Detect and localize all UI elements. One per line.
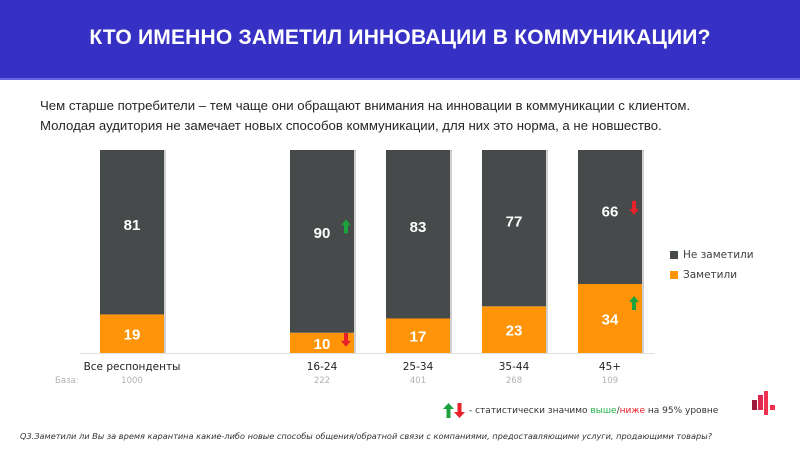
bar-not-noticed (386, 150, 450, 319)
data-label-not-noticed: 77 (506, 213, 523, 230)
bar-noticed (100, 314, 164, 353)
x-tick-label: 35-44 (499, 361, 530, 373)
x-tick-label: Все респонденты (84, 361, 181, 373)
base-label: База: (55, 376, 79, 386)
bar-not-noticed (482, 150, 546, 307)
sig-note-suffix: на 95% уровне (645, 405, 719, 416)
base-count-label: 268 (506, 376, 522, 386)
question-footnote: Q3.Заметили ли Вы за время карантина как… (20, 431, 713, 441)
significance-down-icon (629, 200, 639, 215)
legend-swatch-noticed (670, 271, 678, 279)
sig-note-sep: / (616, 405, 620, 416)
base-count-label: 222 (314, 376, 330, 386)
header-banner: КТО ИМЕННО ЗАМЕТИЛ ИННОВАЦИИ В КОММУНИКА… (0, 0, 800, 80)
arrow-up-icon (443, 403, 454, 418)
significance-up-icon (629, 295, 639, 310)
data-label-noticed: 10 (314, 336, 331, 353)
sig-note-prefix: - статистически значимо (469, 405, 591, 416)
bar-not-noticed (578, 150, 642, 284)
legend-label-noticed: Заметили (683, 269, 738, 281)
legend-item-noticed: Заметили (670, 265, 754, 285)
data-label-noticed: 19 (124, 327, 141, 344)
bar-noticed (578, 283, 642, 353)
bar-noticed (482, 306, 546, 353)
data-label-not-noticed: 81 (124, 217, 141, 234)
sig-note-higher: выше (590, 405, 617, 416)
legend: Не заметили Заметили (670, 245, 754, 285)
legend-item-not-noticed: Не заметили (670, 245, 754, 265)
data-label-noticed: 17 (410, 329, 427, 346)
brand-logo-icon (752, 391, 775, 415)
base-count-label: 1000 (121, 376, 143, 386)
data-label-noticed: 34 (602, 311, 619, 328)
data-label-noticed: 23 (506, 323, 523, 340)
legend-label-not-noticed: Не заметили (683, 249, 754, 261)
subtitle-line-2: Молодая аудитория не замечает новых спос… (40, 118, 662, 133)
x-tick-label: 16-24 (307, 361, 338, 373)
bar-not-noticed (100, 150, 164, 315)
data-label-not-noticed: 66 (602, 203, 619, 220)
stacked-bar-chart: 19 81 Все респонденты 1000 10 90 16-24 222 17 83 2… (55, 150, 655, 386)
sig-note-lower: ниже (619, 405, 646, 416)
arrow-down-icon (454, 403, 465, 418)
base-count-label: 401 (410, 376, 426, 386)
significance-down-icon (341, 332, 351, 347)
bar-noticed (386, 318, 450, 353)
data-label-not-noticed: 83 (410, 219, 427, 236)
legend-swatch-not-noticed (670, 251, 678, 259)
significance-up-icon (341, 219, 351, 234)
page-title: КТО ИМЕННО ЗАМЕТИЛ ИННОВАЦИИ В КОММУНИКА… (89, 26, 711, 49)
x-tick-label: 45+ (599, 361, 621, 373)
bar-noticed (290, 332, 354, 353)
subtitle: Чем старше потребители – тем чаще они об… (40, 96, 780, 136)
base-count-label: 109 (602, 376, 618, 386)
data-label-not-noticed: 90 (314, 225, 331, 242)
bar-not-noticed (290, 150, 354, 333)
subtitle-line-1: Чем старше потребители – тем чаще они об… (40, 98, 691, 113)
significance-note: - статистически значимо выше / ниже на 9… (443, 403, 718, 418)
x-tick-label: 25-34 (403, 361, 434, 373)
